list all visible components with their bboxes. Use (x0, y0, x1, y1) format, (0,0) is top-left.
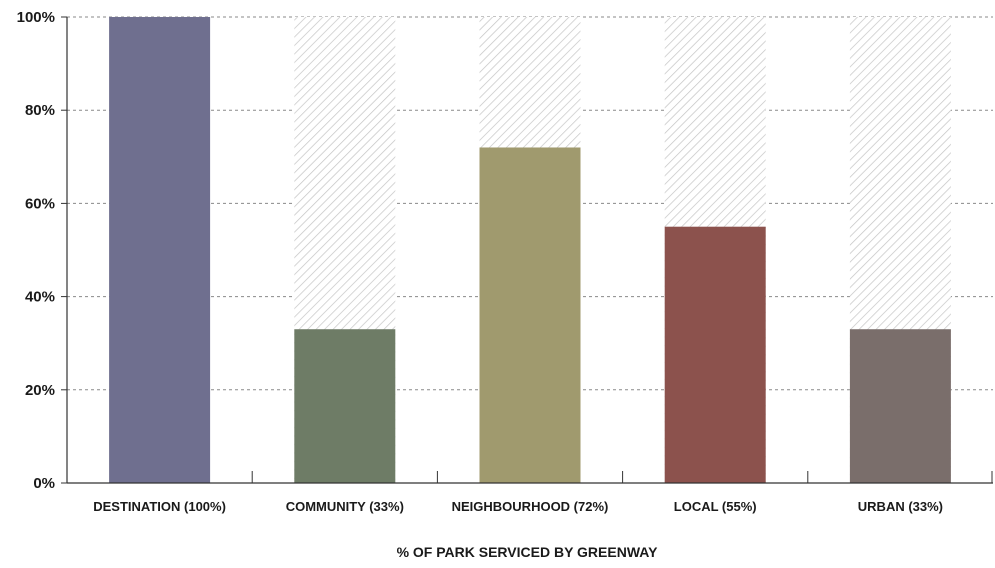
y-tick-label: 80% (25, 102, 55, 119)
bar (849, 329, 951, 483)
x-tick-label: COMMUNITY (33%) (286, 499, 404, 514)
y-tick-label: 40% (25, 289, 55, 306)
x-axis-title: % OF PARK SERVICED BY GREENWAY (397, 544, 659, 560)
bar (479, 147, 581, 484)
x-tick-label: DESTINATION (100%) (93, 499, 226, 514)
x-tick-label: LOCAL (55%) (674, 499, 757, 514)
x-tick-label: NEIGHBOURHOOD (72%) (452, 499, 609, 514)
bar (294, 329, 396, 483)
bar (664, 226, 766, 483)
y-tick-label: 0% (33, 475, 55, 492)
bar (109, 17, 211, 483)
y-tick-label: 60% (25, 195, 55, 212)
x-tick-label: URBAN (33%) (858, 499, 943, 514)
y-tick-label: 100% (17, 9, 55, 26)
y-tick-label: 20% (25, 382, 55, 399)
